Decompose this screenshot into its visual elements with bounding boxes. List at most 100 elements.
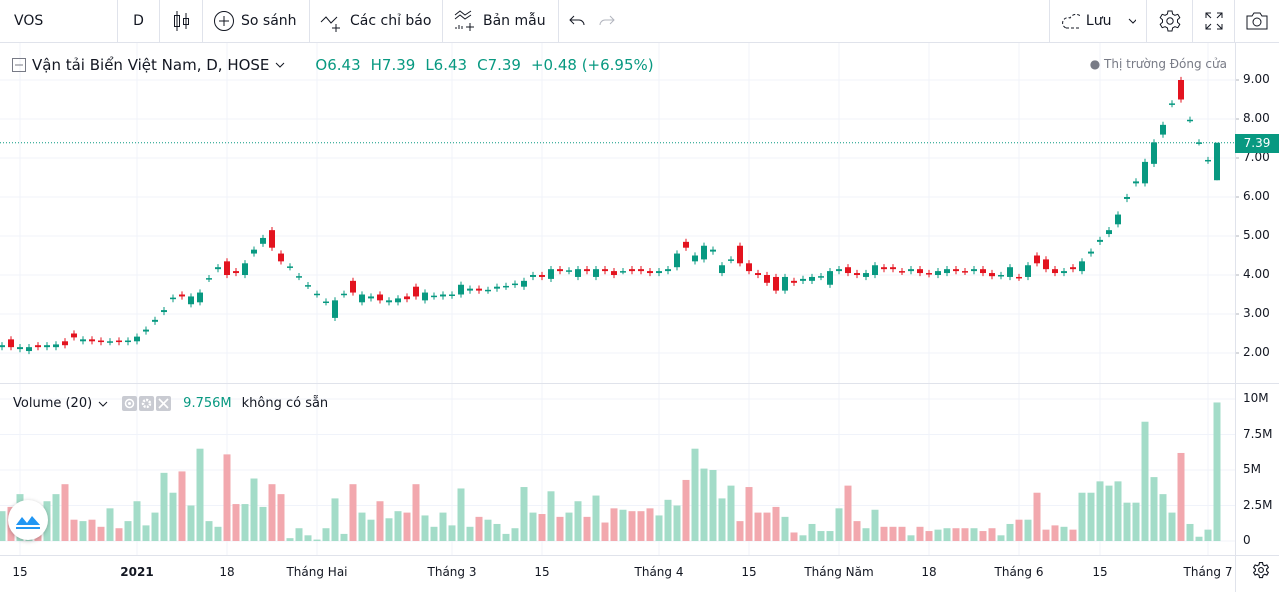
time-tick-label: 15 bbox=[741, 565, 757, 579]
candle-body bbox=[179, 294, 185, 297]
volume-bar bbox=[547, 491, 555, 541]
collapse-icon[interactable] bbox=[12, 58, 26, 72]
tradingview-logo[interactable] bbox=[8, 500, 48, 540]
series-title[interactable]: Vận tải Biển Việt Nam, D, HOSE bbox=[32, 56, 270, 74]
candle-body bbox=[674, 253, 680, 268]
close-value: C7.39 bbox=[477, 56, 521, 74]
candle-body bbox=[485, 289, 491, 292]
volume-bar bbox=[907, 535, 915, 541]
candle-body bbox=[602, 269, 608, 272]
volume-bar bbox=[1213, 402, 1221, 541]
volume-bar bbox=[1078, 492, 1086, 541]
price-tick-label: 7.00 bbox=[1243, 150, 1270, 164]
volume-bar bbox=[133, 501, 141, 541]
volume-bar bbox=[772, 506, 780, 541]
volume-bar bbox=[439, 512, 447, 541]
candle-body bbox=[620, 271, 626, 273]
candle-body bbox=[557, 269, 563, 272]
volume-bar bbox=[1042, 529, 1050, 541]
redo-icon[interactable] bbox=[599, 13, 615, 29]
templates-button[interactable]: Bản mẫu bbox=[443, 0, 559, 42]
candle-body bbox=[1016, 276, 1022, 279]
candle-body bbox=[530, 275, 536, 277]
volume-bar bbox=[592, 495, 600, 541]
candle-body bbox=[449, 294, 455, 296]
volume-bar bbox=[349, 484, 357, 541]
volume-bar bbox=[556, 516, 564, 541]
volume-bar bbox=[475, 516, 483, 541]
chart-type-button[interactable] bbox=[160, 0, 203, 42]
candle-body bbox=[17, 347, 23, 350]
volume-bar bbox=[304, 535, 312, 541]
compare-button[interactable]: So sánh bbox=[203, 0, 310, 42]
volume-ma-value: không có sẵn bbox=[241, 396, 329, 411]
undo-icon[interactable] bbox=[569, 13, 585, 29]
volume-tick-label: 0 bbox=[1243, 533, 1251, 547]
screenshot-button[interactable] bbox=[1235, 0, 1279, 42]
gear-icon[interactable] bbox=[139, 396, 155, 411]
candle-body bbox=[1187, 119, 1193, 122]
candle-body bbox=[755, 273, 761, 275]
volume-bar bbox=[142, 525, 150, 541]
volume-bar bbox=[97, 526, 105, 541]
candle-body bbox=[125, 340, 131, 343]
candle-body bbox=[1151, 142, 1157, 164]
axis-settings-icon[interactable] bbox=[1252, 561, 1270, 579]
eye-icon[interactable] bbox=[122, 396, 138, 411]
candle-body bbox=[638, 269, 644, 272]
volume-bar bbox=[655, 515, 663, 541]
volume-bar bbox=[394, 511, 402, 541]
volume-bar bbox=[898, 526, 906, 541]
volume-bar bbox=[574, 501, 582, 541]
candle-body bbox=[845, 267, 851, 274]
volume-bar bbox=[619, 509, 627, 541]
save-button[interactable]: Lưu bbox=[1049, 0, 1147, 42]
settings-button[interactable] bbox=[1147, 0, 1193, 42]
price-tick-label: 9.00 bbox=[1243, 72, 1270, 86]
candle-body bbox=[701, 245, 707, 260]
candle-body bbox=[773, 276, 779, 291]
volume-bar bbox=[313, 539, 321, 541]
candle-body bbox=[314, 293, 320, 296]
volume-bar bbox=[196, 448, 204, 541]
volume-bar bbox=[502, 533, 510, 541]
candle-body bbox=[917, 269, 923, 274]
volume-bar bbox=[565, 512, 573, 541]
volume-bar bbox=[862, 528, 870, 541]
candle-body bbox=[251, 249, 257, 254]
volume-title[interactable]: Volume (20) bbox=[13, 396, 93, 411]
volume-bar bbox=[988, 528, 996, 541]
indicators-button[interactable]: Các chỉ báo bbox=[310, 0, 443, 42]
chevron-down-icon[interactable] bbox=[275, 61, 285, 69]
save-label: Lưu bbox=[1085, 13, 1112, 29]
volume-bar bbox=[700, 468, 708, 541]
time-tick-label: 15 bbox=[1092, 565, 1108, 579]
candle-body bbox=[1106, 230, 1112, 235]
candle-body bbox=[71, 333, 77, 338]
volume-bar bbox=[1096, 481, 1104, 541]
candle-body bbox=[575, 269, 581, 277]
volume-bar bbox=[1060, 526, 1068, 541]
candle-body bbox=[944, 269, 950, 274]
interval-button[interactable]: D bbox=[118, 0, 160, 42]
volume-bar bbox=[286, 538, 294, 541]
time-tick-label: Tháng 6 bbox=[994, 565, 1044, 579]
candle-body bbox=[161, 310, 167, 313]
close-icon[interactable] bbox=[156, 396, 172, 411]
chevron-down-icon[interactable] bbox=[98, 400, 108, 408]
volume-bar bbox=[853, 521, 861, 541]
chevron-down-icon bbox=[1129, 18, 1136, 24]
volume-bar bbox=[844, 485, 852, 541]
ohlc-values: O6.43 H7.39 L6.43 C7.39 +0.48 (+6.95%) bbox=[315, 56, 653, 74]
volume-bar bbox=[0, 511, 6, 541]
candle-body bbox=[1196, 142, 1202, 144]
volume-bar bbox=[871, 509, 879, 541]
candle-body bbox=[0, 345, 5, 348]
candle-body bbox=[188, 296, 194, 305]
candle-body bbox=[1160, 124, 1166, 135]
candle-body bbox=[683, 241, 689, 248]
symbol-search-button[interactable]: VOS bbox=[0, 0, 118, 42]
fullscreen-button[interactable] bbox=[1193, 0, 1235, 42]
volume-bar bbox=[1186, 523, 1194, 541]
